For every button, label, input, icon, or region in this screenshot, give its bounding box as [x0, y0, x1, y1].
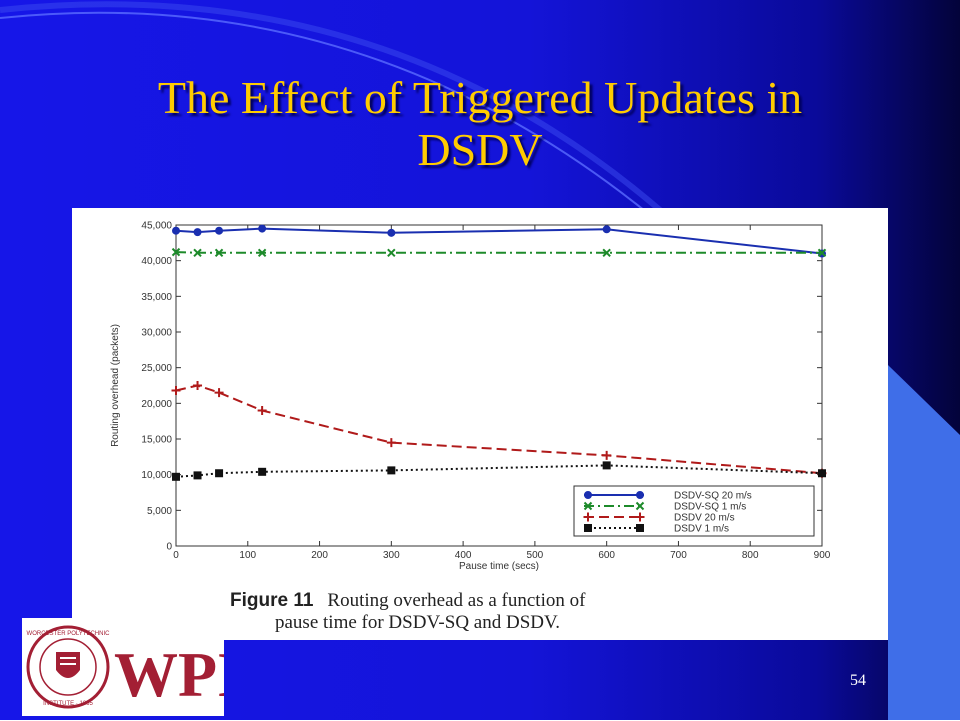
y-tick-label: 5,000 — [147, 506, 172, 517]
data-point — [171, 247, 181, 257]
series-4 — [172, 461, 826, 481]
data-point — [817, 248, 827, 258]
legend-marker — [636, 491, 644, 499]
data-point — [602, 225, 611, 234]
data-point — [193, 228, 202, 237]
data-point — [818, 469, 826, 478]
y-tick-label: 30,000 — [141, 328, 172, 339]
legend-marker — [584, 491, 592, 499]
data-point — [172, 472, 180, 481]
wpi-wordmark: WPI — [114, 639, 224, 710]
y-tick-label: 20,000 — [141, 399, 172, 410]
series-line — [175, 227, 823, 255]
x-tick-label: 900 — [814, 550, 831, 561]
x-tick-label: 500 — [527, 550, 544, 561]
figure-panel: 0 5,000 10,000 15,000 20,000 25,000 30,000 35,0… — [72, 208, 888, 640]
chart-series — [171, 224, 827, 481]
legend-label: DSDV 1 m/s — [674, 524, 729, 535]
x-tick-label: 800 — [742, 550, 759, 561]
series-line — [175, 251, 822, 254]
figure-caption-line1: Routing overhead as a function of — [327, 590, 586, 611]
routing-overhead-chart: 0 5,000 10,000 15,000 20,000 25,000 30,000 35,0… — [110, 221, 831, 573]
y-tick-label: 35,000 — [141, 292, 172, 303]
data-point — [215, 469, 224, 478]
y-tick-label: 40,000 — [141, 256, 172, 267]
x-tick-label: 200 — [311, 550, 328, 561]
data-point — [214, 388, 224, 398]
data-point — [387, 228, 396, 237]
wpi-logo: WORCESTER POLYTECHNIC INSTITUTE · 1865 W… — [22, 618, 242, 716]
data-point — [193, 381, 203, 390]
data-point — [257, 405, 267, 415]
x-axis-label: Pause time (secs) — [459, 561, 539, 572]
data-point — [386, 438, 396, 448]
series-2 — [171, 247, 827, 258]
data-point — [602, 461, 611, 470]
y-tick-label: 25,000 — [141, 363, 172, 374]
data-point — [172, 226, 180, 235]
legend-marker — [584, 524, 592, 532]
slide-title-line2: DSDV — [417, 124, 543, 175]
x-tick-label: 0 — [173, 550, 179, 561]
y-tick-label: 10,000 — [141, 470, 172, 481]
svg-text:INSTITUTE · 1865: INSTITUTE · 1865 — [43, 701, 93, 707]
x-tick-label: 400 — [455, 550, 472, 561]
slide-title-line1: The Effect of Triggered Updates in — [157, 72, 803, 123]
figure-caption: Figure 11 Routing overhead as a function … — [230, 590, 790, 634]
data-point — [258, 467, 267, 476]
legend-marker — [635, 501, 645, 511]
plot-frame — [175, 224, 823, 547]
chart-axes: 0 5,000 10,000 15,000 20,000 25,000 30,000 35,0… — [110, 221, 831, 573]
decorative-ribbon — [888, 365, 960, 720]
y-tick-label: 15,000 — [141, 435, 172, 446]
y-tick-label: 45,000 — [141, 221, 172, 232]
x-tick-label: 100 — [239, 550, 256, 561]
data-point — [215, 226, 224, 235]
legend-marker — [583, 501, 593, 511]
legend-label: DSDV 20 m/s — [674, 513, 735, 524]
data-point — [387, 248, 396, 258]
legend-marker — [583, 512, 593, 522]
slide-title: The Effect of Triggered Updates in DSDV — [80, 72, 880, 176]
legend-label: DSDV-SQ 1 m/s — [674, 502, 746, 513]
data-point — [214, 248, 224, 258]
svg-text:WORCESTER POLYTECHNIC: WORCESTER POLYTECHNIC — [27, 631, 111, 637]
x-tick-label: 600 — [598, 550, 615, 561]
data-point — [387, 466, 396, 475]
x-tick-label: 300 — [383, 550, 400, 561]
legend-label: DSDV-SQ 20 m/s — [674, 491, 752, 502]
data-point — [193, 248, 202, 258]
data-point — [602, 248, 611, 258]
data-point — [171, 385, 181, 395]
data-point — [193, 471, 202, 480]
figure-caption-label: Figure 11 — [230, 590, 314, 611]
data-point — [258, 224, 267, 233]
legend-marker — [636, 524, 644, 532]
series-line — [175, 464, 823, 478]
x-tick-label: 700 — [670, 550, 687, 561]
figure-caption-line2: pause time for DSDV-SQ and DSDV. — [275, 612, 560, 633]
data-point — [602, 450, 612, 460]
data-point — [257, 248, 267, 258]
legend-marker — [635, 512, 645, 522]
page-number: 54 — [850, 672, 866, 689]
y-tick-label: 0 — [166, 542, 172, 553]
series-line — [175, 384, 823, 475]
y-axis-label: Routing overhead (packets) — [110, 324, 121, 447]
series-3 — [171, 381, 827, 478]
wpi-logo-graphic: WORCESTER POLYTECHNIC INSTITUTE · 1865 W… — [26, 625, 242, 710]
